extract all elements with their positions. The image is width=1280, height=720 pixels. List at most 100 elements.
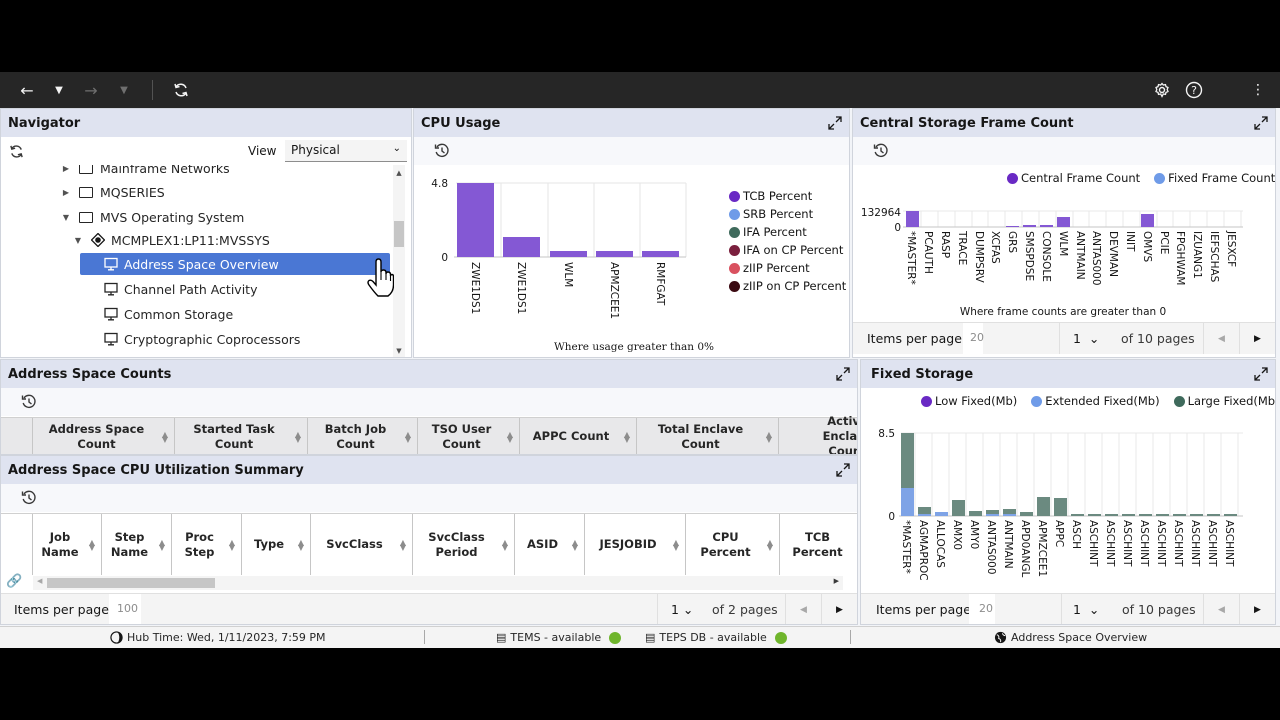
refresh-icon[interactable] (9, 144, 24, 159)
column-header[interactable]: Job Name ▲ ▼ (33, 514, 102, 575)
next-page-button[interactable]: ▶ (821, 594, 857, 624)
previous-page-button[interactable]: ◀ (1203, 594, 1239, 624)
maximize-icon[interactable] (835, 366, 851, 382)
legend-item[interactable]: Large Fixed(Mb) (1173, 392, 1275, 410)
maximize-icon[interactable] (1253, 115, 1269, 131)
column-header[interactable]: Started Task Count ▲ ▼ (175, 418, 308, 454)
back-history-caret-down-icon[interactable]: ▼ (55, 84, 63, 96)
column-header[interactable]: Batch Job Count ▲ ▼ (308, 418, 418, 454)
previous-page-button[interactable]: ◀ (1203, 323, 1239, 354)
tree-node-cryptographic-coprocessors[interactable]: Cryptographic Coprocessors (104, 328, 300, 350)
column-header[interactable]: ASID ▲ ▼ (515, 514, 585, 575)
bar[interactable] (457, 183, 494, 257)
history-icon[interactable] (873, 143, 889, 159)
address-space-counts-toolbar (1, 388, 857, 416)
items-per-page-select[interactable]: 20 (970, 331, 984, 344)
central-storage-panel: Central Storage Frame Count Central Fram… (852, 108, 1276, 358)
help-icon[interactable]: ? (1184, 80, 1204, 100)
previous-page-button[interactable]: ◀ (785, 594, 821, 624)
legend-dot-icon (921, 395, 932, 407)
legend-item[interactable]: IFA on CP Percent (729, 241, 846, 259)
maximize-icon[interactable] (835, 462, 851, 478)
bar[interactable] (503, 237, 540, 257)
tree-node-mqseries[interactable]: ▶ MQSERIES (62, 184, 165, 200)
column-header[interactable]: Type ▲ ▼ (242, 514, 311, 575)
column-header[interactable]: APPC Count ▲ ▼ (520, 418, 637, 454)
page-select[interactable]: 1 ⌄ (1073, 331, 1100, 346)
legend-item[interactable]: Low Fixed(Mb) (921, 392, 1017, 410)
gear-icon[interactable] (1152, 80, 1172, 100)
tree-node-mcmplex1-lp11-mvssys[interactable]: ▼ MCMPLEX1:LP11:MVSSYS (74, 232, 270, 248)
legend-item[interactable]: Central Frame Count (1007, 169, 1140, 187)
forward-history-caret-down-icon[interactable]: ▼ (120, 84, 128, 96)
column-header[interactable]: TSO User Count ▲ ▼ (418, 418, 520, 454)
legend-item[interactable]: TCB Percent (729, 187, 846, 205)
history-icon[interactable] (21, 490, 37, 506)
legend-item[interactable]: Extended Fixed(Mb) (1031, 392, 1160, 410)
page-select[interactable]: 1 ⌄ (1073, 602, 1100, 617)
scroll-down-icon[interactable]: ▼ (396, 347, 402, 355)
items-per-page-select[interactable]: 20 (979, 602, 993, 615)
divider (1059, 323, 1060, 354)
next-page-button[interactable]: ▶ (1239, 594, 1275, 624)
caret-down-icon[interactable]: ▼ (62, 212, 70, 222)
tree-node-mainframe-networks[interactable]: ▶ Mainframe Networks (61, 165, 230, 179)
sort-icon: ▲▼ (294, 429, 301, 444)
tree-node-common-storage[interactable]: Common Storage (104, 303, 233, 325)
caret-right-icon[interactable]: ▶ (62, 165, 70, 173)
history-icon[interactable] (21, 394, 37, 410)
bar[interactable] (550, 251, 587, 257)
legend-dot-icon (1031, 395, 1043, 407)
cpu-util-summary-pager: Items per page 100 1 ⌄ of 2 pages ◀ ▶ (1, 593, 857, 624)
view-select[interactable]: Physical ⌄ (285, 140, 407, 162)
column-header[interactable]: Step Name ▲ ▼ (102, 514, 172, 575)
column-header[interactable]: Proc Step ▲ ▼ (172, 514, 242, 575)
items-per-page-select[interactable]: 100 (117, 602, 138, 615)
tree-node-channel-path-activity[interactable]: Channel Path Activity (104, 278, 257, 300)
legend-item[interactable]: Fixed Frame Count (1154, 169, 1275, 187)
column-header[interactable]: JESJOBID ▲ ▼ (585, 514, 686, 575)
page-select[interactable]: 1 ⌄ (671, 602, 694, 617)
maximize-icon[interactable] (1253, 366, 1269, 382)
bar[interactable] (642, 251, 679, 257)
refresh-icon[interactable] (171, 80, 191, 100)
divider (850, 630, 851, 644)
caret-down-icon[interactable]: ▼ (74, 235, 82, 245)
next-page-button[interactable]: ▶ (1239, 323, 1275, 354)
column-header[interactable]: TCB Percent▲▼ (780, 514, 857, 575)
tree-node-mvs-operating-system[interactable]: ▼ MVS Operating System (62, 209, 245, 225)
column-header[interactable]: SvcClass ▲ ▼ (311, 514, 413, 575)
monitor-icon (104, 307, 118, 321)
legend-item[interactable]: zIIP on CP Percent (729, 277, 846, 295)
column-header[interactable]: Active Enclave Count (779, 414, 857, 454)
column-header[interactable]: CPU Percent ▲ ▼ (686, 514, 780, 575)
scrollbar-thumb[interactable] (394, 221, 404, 247)
legend-dot-icon (729, 244, 740, 256)
column-header[interactable]: SvcClass Period ▲ ▼ (413, 514, 515, 575)
scroll-right-icon[interactable]: ▶ (833, 577, 839, 585)
view-select-value: Physical (291, 143, 340, 157)
navigator-scrollbar[interactable]: ▲ ▼ (393, 165, 405, 357)
app-window: ← ▼ → ▼ ? ⋮ Navigator View Physical ⌄ (0, 72, 1280, 648)
arrow-right-icon[interactable]: → (84, 80, 98, 100)
maximize-icon[interactable] (827, 115, 843, 131)
scrollbar-thumb[interactable] (47, 578, 215, 588)
divider (1061, 594, 1062, 624)
bar[interactable] (596, 251, 633, 257)
link-icon[interactable]: 🔗 (6, 574, 23, 589)
tree-node-address-space-overview[interactable]: Address Space Overview (80, 253, 390, 275)
caret-right-icon[interactable]: ▶ (62, 187, 70, 197)
arrow-left-icon[interactable]: ← (20, 80, 34, 100)
legend-item[interactable]: SRB Percent (729, 205, 846, 223)
scroll-up-icon[interactable]: ▲ (396, 169, 402, 177)
svg-text:ASCHINT: ASCHINT (1104, 520, 1116, 567)
scroll-left-icon[interactable]: ◀ (37, 577, 43, 585)
svg-text:DEVMAN: DEVMAN (1107, 231, 1119, 277)
horizontal-scrollbar[interactable]: ◀ ▶ (33, 576, 843, 590)
history-icon[interactable] (434, 143, 450, 159)
legend-item[interactable]: zIIP Percent (729, 259, 846, 277)
legend-item[interactable]: IFA Percent (729, 223, 846, 241)
column-header[interactable]: Address Space Count ▲ ▼ (33, 418, 175, 454)
overflow-menu-icon[interactable]: ⋮ (1251, 82, 1265, 98)
column-header[interactable]: Total Enclave Count ▲ ▼ (637, 418, 779, 454)
